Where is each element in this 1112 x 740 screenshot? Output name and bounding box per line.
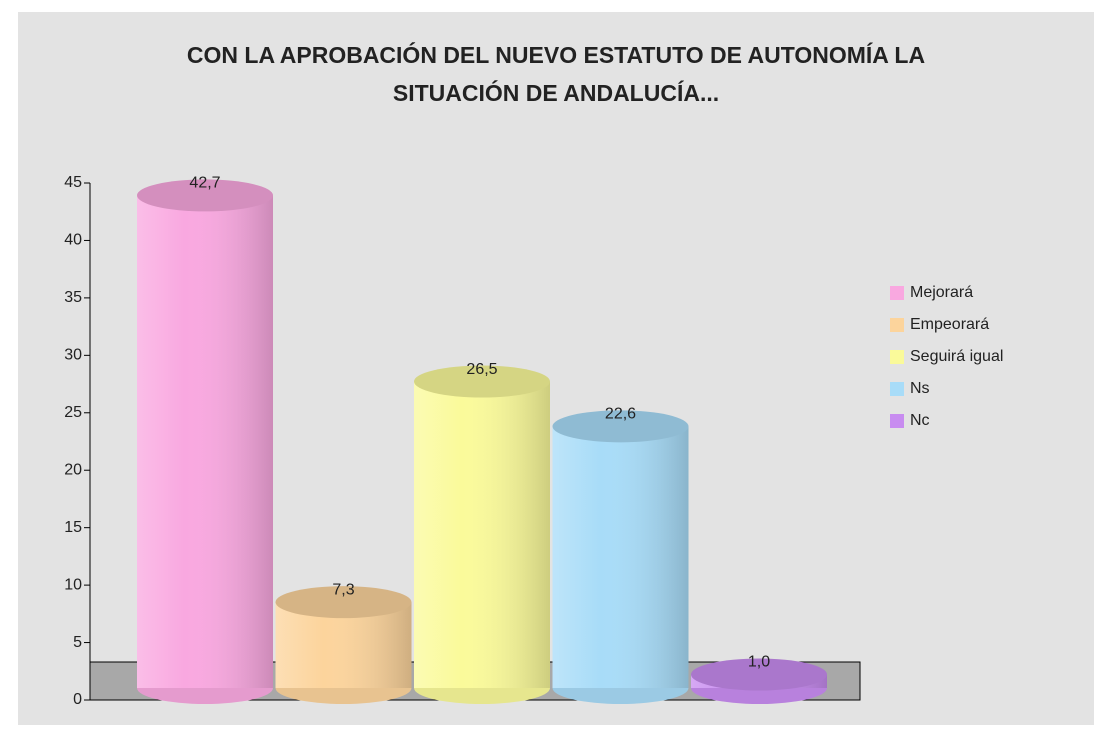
bar-top	[691, 658, 827, 691]
value-label: 42,7	[189, 175, 220, 192]
y-tick-label: 5	[73, 634, 82, 651]
value-label: 22,6	[605, 406, 636, 423]
bar-shade	[552, 426, 689, 688]
bar-top	[275, 586, 412, 619]
y-tick-label: 0	[73, 691, 82, 708]
y-tick-label: 40	[64, 232, 82, 249]
y-tick-label: 45	[64, 174, 82, 191]
value-label: 7,3	[332, 581, 354, 598]
y-tick-label: 15	[64, 519, 82, 536]
y-tick-label: 35	[64, 289, 82, 306]
bar-top	[414, 365, 550, 398]
y-tick-label: 10	[64, 576, 82, 593]
legend-label: Seguirá igual	[910, 348, 1003, 365]
y-tick-label: 30	[64, 347, 82, 364]
bar-top	[552, 410, 689, 443]
bar-top	[137, 179, 273, 212]
y-tick-label: 20	[64, 461, 82, 478]
y-tick-label: 25	[64, 404, 82, 421]
legend-swatch	[890, 286, 904, 300]
legend-swatch	[890, 414, 904, 428]
legend-label: Ns	[910, 380, 930, 397]
bar-shade	[414, 381, 550, 688]
value-label: 1,0	[748, 654, 770, 671]
legend-swatch	[890, 350, 904, 364]
legend-label: Mejorará	[910, 284, 973, 301]
legend-label: Empeorará	[910, 316, 989, 333]
legend-label: Nc	[910, 412, 930, 429]
value-label: 26,5	[466, 361, 497, 378]
legend-swatch	[890, 318, 904, 332]
bar-shade	[137, 195, 273, 688]
legend-swatch	[890, 382, 904, 396]
chart-title: CON LA APROBACIÓN DEL NUEVO ESTATUTO DE …	[186, 42, 926, 106]
